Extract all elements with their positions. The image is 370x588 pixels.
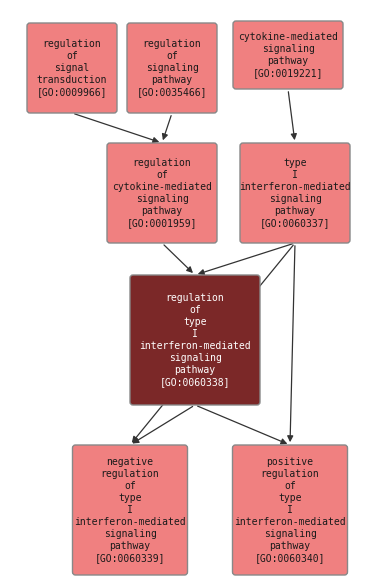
FancyBboxPatch shape: [232, 445, 347, 575]
Text: regulation
of
signal
transduction
[GO:0009966]: regulation of signal transduction [GO:00…: [37, 39, 107, 97]
Text: type
I
interferon-mediated
signaling
pathway
[GO:0060337]: type I interferon-mediated signaling pat…: [239, 158, 351, 228]
FancyBboxPatch shape: [27, 23, 117, 113]
Text: negative
regulation
of
type
I
interferon-mediated
signaling
pathway
[GO:0060339]: negative regulation of type I interferon…: [74, 457, 186, 563]
Text: regulation
of
cytokine-mediated
signaling
pathway
[GO:0001959]: regulation of cytokine-mediated signalin…: [112, 158, 212, 228]
Text: positive
regulation
of
type
I
interferon-mediated
signaling
pathway
[GO:0060340]: positive regulation of type I interferon…: [234, 457, 346, 563]
Text: cytokine-mediated
signaling
pathway
[GO:0019221]: cytokine-mediated signaling pathway [GO:…: [238, 32, 338, 78]
Text: regulation
of
type
I
interferon-mediated
signaling
pathway
[GO:0060338]: regulation of type I interferon-mediated…: [139, 293, 251, 387]
Text: regulation
of
signaling
pathway
[GO:0035466]: regulation of signaling pathway [GO:0035…: [137, 39, 207, 97]
FancyBboxPatch shape: [127, 23, 217, 113]
FancyBboxPatch shape: [73, 445, 188, 575]
FancyBboxPatch shape: [233, 21, 343, 89]
FancyBboxPatch shape: [240, 143, 350, 243]
FancyBboxPatch shape: [130, 275, 260, 405]
FancyBboxPatch shape: [107, 143, 217, 243]
